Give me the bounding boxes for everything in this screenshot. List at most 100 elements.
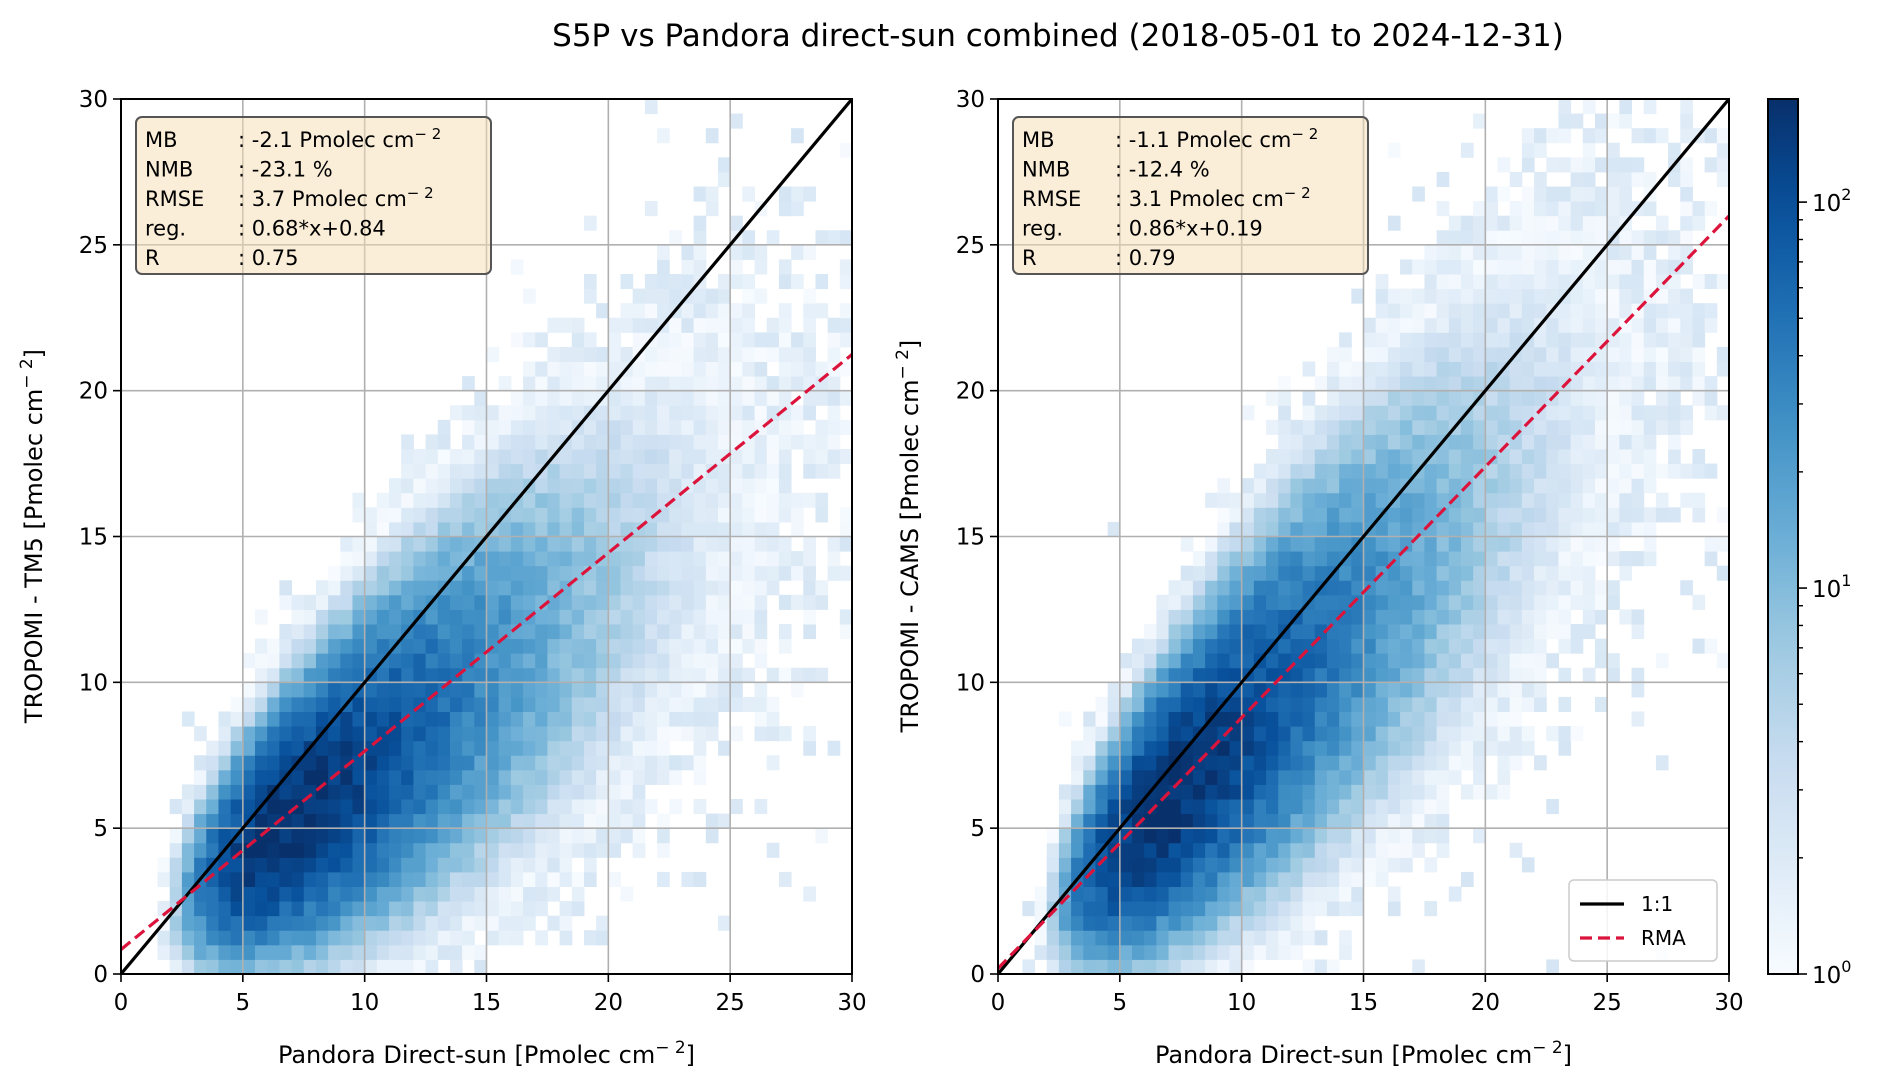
stats-box (1012, 116, 1369, 275)
histogram-bin (705, 507, 719, 523)
histogram-bin (632, 565, 646, 581)
histogram-bin (230, 769, 244, 785)
histogram-bin (1412, 332, 1425, 348)
histogram-bin (437, 609, 451, 625)
histogram-bin (657, 536, 670, 552)
histogram-bin (1497, 711, 1511, 727)
histogram-bin (1266, 580, 1279, 596)
histogram-bin (1534, 696, 1547, 712)
histogram-bin (693, 376, 707, 392)
histogram-bin (498, 609, 512, 625)
histogram-bin (1095, 930, 1109, 946)
histogram-bin (778, 186, 792, 202)
histogram-bin (1497, 740, 1511, 756)
histogram-bin (498, 799, 512, 815)
histogram-bin (376, 638, 390, 654)
histogram-bin (1387, 842, 1401, 858)
histogram-bin (401, 696, 414, 712)
histogram-bin (1180, 769, 1194, 785)
histogram-bin (1412, 565, 1425, 581)
histogram-bin (1192, 624, 1206, 640)
histogram-bin (644, 769, 658, 785)
histogram-bin (559, 419, 573, 435)
histogram-bin (1631, 463, 1645, 479)
histogram-bin (1192, 828, 1206, 844)
histogram-bin (1521, 419, 1535, 435)
histogram-bin (267, 740, 280, 756)
histogram-bin (1046, 915, 1060, 931)
histogram-bin (1180, 726, 1194, 742)
histogram-bin (1132, 930, 1145, 946)
histogram-bin (328, 799, 341, 815)
histogram-bin (1424, 332, 1438, 348)
histogram-bin (669, 726, 682, 742)
histogram-bin (1351, 769, 1364, 785)
histogram-bin (510, 740, 524, 756)
histogram-bin (778, 551, 792, 567)
histogram-bin (1680, 361, 1693, 377)
histogram-bin (401, 799, 414, 815)
histogram-bin (1497, 259, 1511, 275)
histogram-bin (1473, 536, 1486, 552)
histogram-bin (1363, 449, 1377, 465)
histogram-bin (657, 638, 670, 654)
histogram-bin (1400, 463, 1413, 479)
histogram-bin (705, 536, 719, 552)
histogram-bin (547, 434, 561, 450)
histogram-bin (1217, 930, 1230, 946)
histogram-bin (1314, 376, 1328, 392)
histogram-bin (1582, 405, 1596, 421)
histogram-bin (1485, 492, 1499, 508)
histogram-bin (1205, 886, 1218, 902)
histogram-bin (474, 507, 487, 523)
histogram-bin (291, 682, 305, 698)
histogram-bin (705, 390, 719, 406)
histogram-bin (1205, 536, 1218, 552)
y-tick-label: 20 (79, 379, 108, 405)
histogram-bin (632, 696, 646, 712)
histogram-bin (608, 521, 622, 537)
histogram-bin (291, 740, 305, 756)
histogram-bin (620, 463, 634, 479)
histogram-bin (279, 857, 293, 873)
histogram-bin (1363, 755, 1377, 771)
histogram-bin (705, 711, 719, 727)
histogram-bin (1655, 361, 1669, 377)
histogram-bin (1582, 449, 1596, 465)
histogram-bin (1205, 828, 1218, 844)
histogram-bin (547, 609, 561, 625)
histogram-bin (596, 434, 609, 450)
histogram-bin (1607, 215, 1620, 231)
histogram-bin (1582, 186, 1596, 202)
histogram-bin (413, 580, 427, 596)
histogram-bin (1363, 551, 1377, 567)
histogram-bin (1363, 799, 1377, 815)
histogram-bin (1534, 463, 1547, 479)
histogram-bin (413, 828, 427, 844)
histogram-bin (535, 419, 548, 435)
histogram-bin (255, 784, 268, 800)
histogram-bin (1509, 726, 1523, 742)
histogram-bin (1619, 390, 1633, 406)
histogram-bin (1485, 638, 1499, 654)
histogram-bin (1436, 755, 1450, 771)
histogram-bin (1558, 740, 1572, 756)
x-tick-label: 0 (114, 990, 129, 1016)
histogram-bin (657, 244, 670, 260)
histogram-bin (620, 594, 634, 610)
histogram-bin (401, 813, 414, 829)
histogram-bin (1582, 434, 1596, 450)
y-axis-label: TROPOMI - TM5 [Pmolec cm− 2] (17, 349, 48, 724)
histogram-bin (1095, 828, 1109, 844)
histogram-bin (267, 653, 280, 669)
histogram-bin (803, 565, 816, 581)
colorbar-gradient (1767, 98, 1799, 975)
histogram-bin (1680, 580, 1693, 596)
histogram-bin (1180, 682, 1194, 698)
histogram-bin (778, 492, 792, 508)
histogram-bin (303, 696, 317, 712)
histogram-bin (1083, 915, 1096, 931)
histogram-bin (791, 667, 804, 683)
histogram-bin (1460, 551, 1474, 567)
histogram-bin (401, 434, 414, 450)
